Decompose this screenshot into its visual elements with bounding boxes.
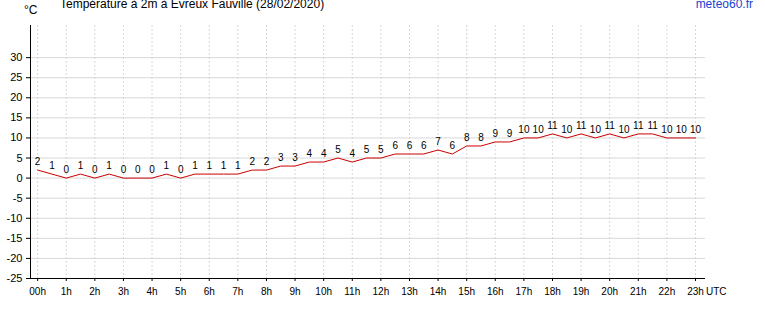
svg-text:6h: 6h	[204, 286, 215, 297]
svg-text:0: 0	[178, 164, 184, 175]
svg-text:19h: 19h	[573, 286, 590, 297]
svg-text:2: 2	[264, 156, 270, 167]
svg-text:5: 5	[378, 144, 384, 155]
svg-text:1: 1	[221, 160, 227, 171]
svg-text:2: 2	[249, 156, 255, 167]
svg-text:0: 0	[92, 164, 98, 175]
svg-text:0: 0	[121, 164, 127, 175]
svg-text:10: 10	[618, 124, 630, 135]
svg-text:10: 10	[533, 124, 545, 135]
svg-text:10: 10	[561, 124, 573, 135]
svg-text:8: 8	[464, 132, 470, 143]
svg-text:22h: 22h	[659, 286, 676, 297]
svg-text:9: 9	[507, 128, 513, 139]
html-text:°C: °C	[24, 3, 38, 17]
svg-text:7: 7	[435, 136, 441, 147]
svg-text:13h: 13h	[401, 286, 418, 297]
svg-text:11: 11	[576, 120, 587, 131]
svg-text:1: 1	[78, 160, 84, 171]
svg-text:2: 2	[35, 156, 41, 167]
svg-text:21h: 21h	[630, 286, 647, 297]
svg-text:-25: -25	[7, 272, 23, 284]
svg-text:3: 3	[278, 152, 284, 163]
svg-text:6: 6	[450, 140, 456, 151]
svg-text:0: 0	[16, 172, 22, 184]
svg-text:1: 1	[106, 160, 112, 171]
svg-text:11: 11	[633, 120, 644, 131]
svg-text:5: 5	[335, 144, 341, 155]
svg-text:25: 25	[10, 71, 22, 83]
svg-text:5h: 5h	[175, 286, 186, 297]
svg-text:-15: -15	[7, 232, 23, 244]
svg-text:15: 15	[10, 111, 22, 123]
svg-text:5: 5	[364, 144, 370, 155]
svg-text:-5: -5	[13, 192, 23, 204]
html-text:UTC: UTC	[706, 286, 727, 297]
svg-text:10h: 10h	[315, 286, 332, 297]
svg-text:15h: 15h	[458, 286, 475, 297]
svg-text:16h: 16h	[487, 286, 504, 297]
svg-text:11: 11	[647, 120, 658, 131]
svg-text:1: 1	[192, 160, 198, 171]
svg-text:0: 0	[63, 164, 69, 175]
svg-text:11h: 11h	[344, 286, 360, 297]
svg-text:1: 1	[49, 160, 55, 171]
svg-text:1: 1	[235, 160, 241, 171]
svg-text:4: 4	[307, 148, 313, 159]
svg-text:12h: 12h	[373, 286, 390, 297]
svg-text:18h: 18h	[544, 286, 561, 297]
svg-text:10: 10	[10, 131, 22, 143]
svg-text:10: 10	[661, 124, 673, 135]
svg-text:20: 20	[10, 91, 22, 103]
svg-text:0: 0	[149, 164, 155, 175]
svg-text:11: 11	[547, 120, 558, 131]
svg-text:20h: 20h	[601, 286, 618, 297]
svg-text:6: 6	[421, 140, 427, 151]
svg-text:8: 8	[478, 132, 484, 143]
svg-text:4: 4	[321, 148, 327, 159]
svg-text:7h: 7h	[232, 286, 243, 297]
svg-text:9h: 9h	[290, 286, 301, 297]
svg-text:00h: 00h	[29, 286, 46, 297]
svg-text:9: 9	[492, 128, 498, 139]
svg-text:10: 10	[590, 124, 602, 135]
svg-text:4: 4	[349, 148, 355, 159]
svg-text:2h: 2h	[89, 286, 100, 297]
svg-text:5: 5	[16, 152, 22, 164]
svg-text:10: 10	[518, 124, 530, 135]
svg-text:3: 3	[292, 152, 298, 163]
svg-text:10: 10	[676, 124, 688, 135]
svg-text:30: 30	[10, 51, 22, 63]
svg-text:23h: 23h	[687, 286, 704, 297]
svg-text:-10: -10	[7, 212, 23, 224]
svg-text:3h: 3h	[118, 286, 129, 297]
svg-text:1: 1	[206, 160, 212, 171]
svg-text:10: 10	[690, 124, 702, 135]
svg-text:1: 1	[164, 160, 170, 171]
svg-text:14h: 14h	[430, 286, 447, 297]
svg-text:6: 6	[392, 140, 398, 151]
svg-text:6: 6	[407, 140, 413, 151]
svg-text:8h: 8h	[261, 286, 272, 297]
svg-text:-20: -20	[7, 252, 23, 264]
svg-text:4h: 4h	[146, 286, 157, 297]
svg-text:17h: 17h	[516, 286, 533, 297]
svg-text:0: 0	[135, 164, 141, 175]
svg-text:11: 11	[604, 120, 615, 131]
svg-text:1h: 1h	[61, 286, 72, 297]
